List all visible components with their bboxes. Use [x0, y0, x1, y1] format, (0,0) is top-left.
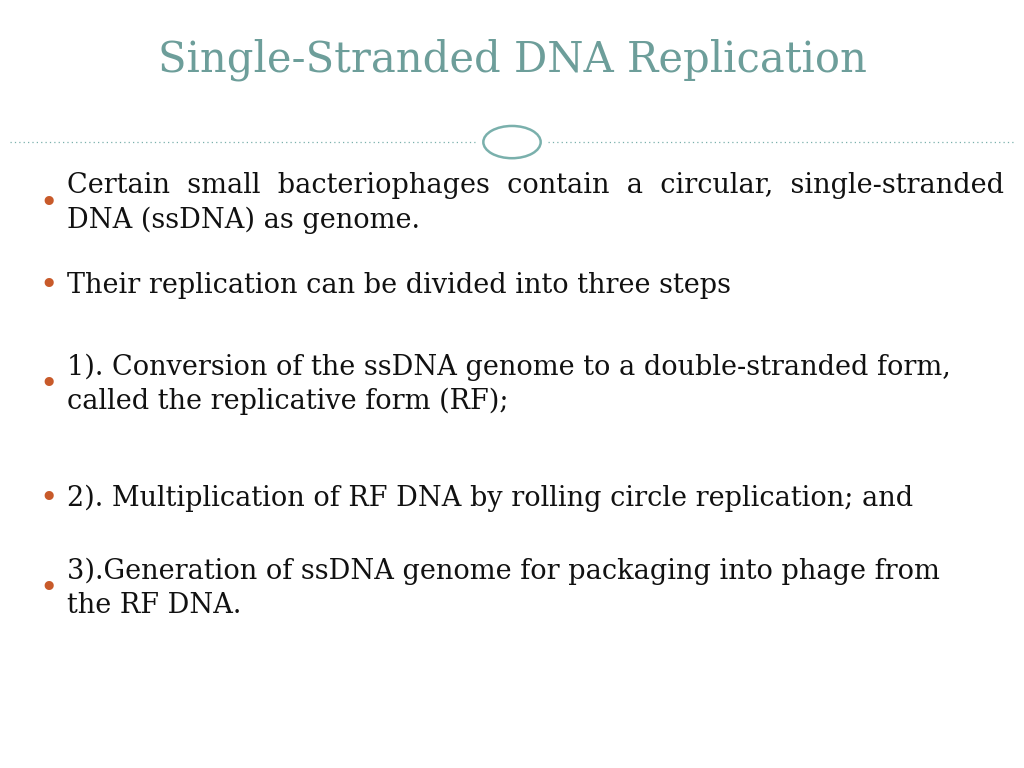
Text: •: • — [39, 370, 57, 399]
Text: 3).Generation of ssDNA genome for packaging into phage from
the RF DNA.: 3).Generation of ssDNA genome for packag… — [67, 558, 939, 620]
Text: •: • — [39, 484, 57, 512]
Text: 2). Multiplication of RF DNA by rolling circle replication; and: 2). Multiplication of RF DNA by rolling … — [67, 485, 912, 511]
Text: Certain  small  bacteriophages  contain  a  circular,  single-stranded
DNA (ssDN: Certain small bacteriophages contain a c… — [67, 173, 1004, 234]
Text: Single-Stranded DNA Replication: Single-Stranded DNA Replication — [158, 38, 866, 81]
Text: 1). Conversion of the ssDNA genome to a double-stranded form,
called the replica: 1). Conversion of the ssDNA genome to a … — [67, 353, 950, 415]
Text: Their replication can be divided into three steps: Their replication can be divided into th… — [67, 272, 730, 299]
Text: •: • — [39, 270, 57, 300]
Text: •: • — [39, 189, 57, 218]
Text: •: • — [39, 574, 57, 603]
